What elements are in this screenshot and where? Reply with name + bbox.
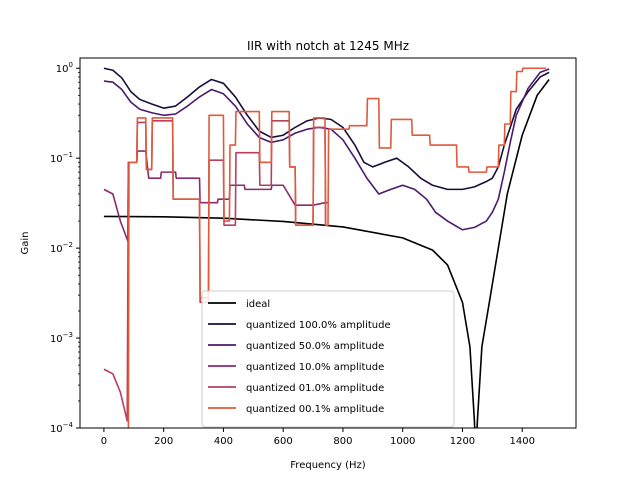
y-axis-label: Gain <box>20 232 31 255</box>
series-line-0 <box>103 78 550 428</box>
x-tick-label: 400 <box>214 436 233 447</box>
legend-entry: ideal <box>246 299 270 310</box>
legend-entry: quantized 50.0% amplitude <box>246 341 384 352</box>
legend-entry: quantized 00.1% amplitude <box>246 404 384 415</box>
x-tick-label: 800 <box>333 436 352 447</box>
y-tick-label: 10−3 <box>50 331 73 345</box>
x-tick-label: 200 <box>154 436 173 447</box>
series-line-1 <box>103 67 550 191</box>
series-lines <box>103 67 550 428</box>
legend-frame <box>201 290 455 428</box>
axes-frame <box>79 57 577 429</box>
series-line-5 <box>127 67 547 428</box>
x-tick-label: 600 <box>274 436 293 447</box>
x-tick-label: 1000 <box>390 436 415 447</box>
x-tick-label: 1400 <box>509 436 534 447</box>
legend-entry: quantized 01.0% amplitude <box>246 383 384 394</box>
x-tick-label: 0 <box>101 436 107 447</box>
legend-entry: quantized 10.0% amplitude <box>246 362 384 373</box>
x-axis-label: Frequency (Hz) <box>290 460 366 471</box>
legend: ideal quantized 100.0% amplitude quantized… <box>201 290 455 428</box>
series-line-2 <box>103 68 550 231</box>
chart-title: IIR with notch at 1245 MHz <box>247 39 409 53</box>
plot-area: 0 200 400 600 800 1000 1200 1400 10−4 10−3 10−2 10−… <box>50 57 577 447</box>
y-tick-label: 10−1 <box>50 151 73 165</box>
series-line-3 <box>103 150 328 242</box>
x-tick-label: 1200 <box>450 436 475 447</box>
y-tick-label: 10−2 <box>50 241 73 255</box>
y-tick-label: 100 <box>56 61 73 75</box>
legend-entry: quantized 100.0% amplitude <box>246 320 391 331</box>
y-tick-label: 10−4 <box>50 421 74 435</box>
